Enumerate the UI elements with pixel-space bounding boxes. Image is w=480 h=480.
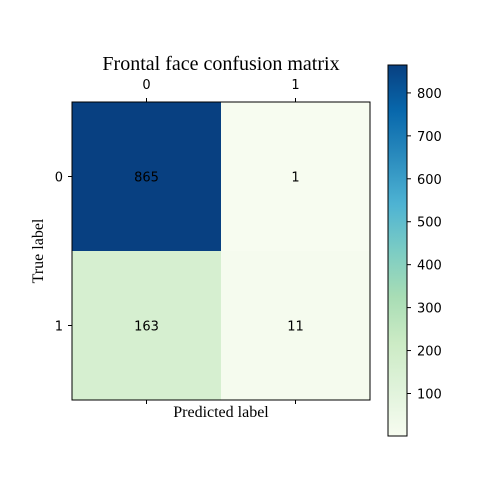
colorbar-tick-label: 800 — [417, 87, 442, 102]
chart-title: Frontal face confusion matrix — [102, 53, 339, 75]
colorbar-tick-label: 500 — [417, 216, 442, 231]
matrix-cell-label-0-1: 1 — [291, 171, 299, 186]
y-tick-label: 0 — [55, 171, 63, 186]
x-tick-label: 0 — [142, 78, 150, 93]
colorbar-tick-label: 400 — [417, 259, 442, 274]
colorbar-tick-label: 300 — [417, 302, 442, 317]
matrix-cell-0-1 — [221, 102, 370, 251]
colorbar-ticks: 100 200 300 400 500 600 700 800 — [407, 87, 442, 402]
x-tick-label: 1 — [291, 78, 299, 93]
matrix-cell-label-1-0: 163 — [134, 320, 159, 335]
matrix-cell-labels: 865 1 163 11 — [134, 171, 304, 335]
matrix-cell-label-0-0: 865 — [134, 171, 159, 186]
y-axis-ticks: 01 — [55, 171, 72, 335]
matrix-cell-1-1 — [221, 251, 370, 400]
colorbar-tick-label: 100 — [417, 387, 442, 402]
y-axis-label: True label — [30, 218, 47, 283]
x-axis-label: Predicted label — [173, 404, 269, 421]
colorbar — [387, 64, 408, 437]
matrix-cells — [72, 102, 370, 400]
plot-frame — [71, 101, 371, 401]
colorbar-tick-label: 700 — [417, 130, 442, 145]
colorbar-tick-label: 200 — [417, 345, 442, 360]
y-tick-label: 1 — [55, 320, 63, 335]
matrix-cell-label-1-1: 11 — [287, 320, 304, 335]
colorbar-tick-label: 600 — [417, 173, 442, 188]
matrix-cell-0-0 — [72, 102, 221, 251]
matrix-cell-1-0 — [72, 251, 221, 400]
